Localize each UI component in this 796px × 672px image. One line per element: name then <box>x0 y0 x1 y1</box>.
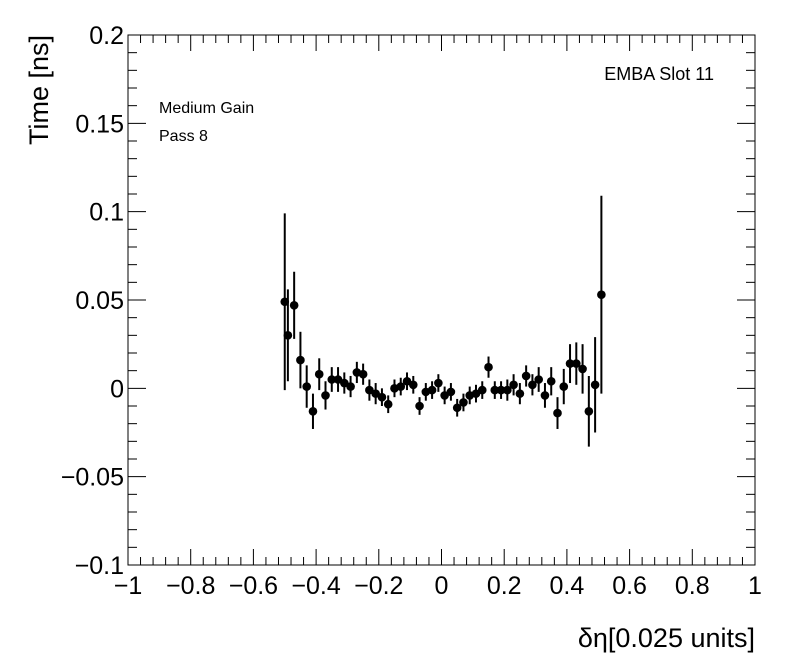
y-tick-label: 0.05 <box>75 287 124 315</box>
data-point <box>440 391 449 400</box>
data-point <box>496 385 506 395</box>
y-tick-label: 0 <box>110 375 124 403</box>
data-point <box>377 392 387 402</box>
data-point <box>346 382 355 391</box>
data-point <box>415 401 424 411</box>
y-tick-label: 0.2 <box>89 22 124 50</box>
x-tick-label: −0.6 <box>229 572 278 600</box>
data-point <box>572 359 581 368</box>
data-point <box>528 380 537 390</box>
data-point <box>396 382 406 391</box>
x-tick-label: 0 <box>435 572 449 600</box>
data-point <box>590 380 600 390</box>
y-tick-label: −0.1 <box>75 552 124 580</box>
data-point <box>302 382 311 391</box>
x-tick-label: 0.2 <box>487 572 522 600</box>
data-point <box>365 385 374 395</box>
data-points <box>280 195 606 447</box>
data-point <box>283 331 293 340</box>
data-point <box>534 375 543 384</box>
x-tick-label: −1 <box>114 572 143 600</box>
axis-ticks <box>127 34 756 566</box>
data-point <box>484 362 493 372</box>
y-tick-label: −0.05 <box>61 464 124 492</box>
data-point <box>546 376 556 386</box>
data-point <box>327 375 337 384</box>
x-tick-label: 0.4 <box>550 572 585 600</box>
annotation-pass: Pass 8 <box>159 128 208 145</box>
data-point <box>459 398 468 407</box>
data-point <box>503 385 512 395</box>
y-axis-label: Time [ns] <box>24 35 54 145</box>
data-point <box>584 407 594 416</box>
data-point <box>521 371 531 381</box>
x-tick-label: 1 <box>748 572 762 600</box>
data-point <box>427 385 437 395</box>
data-point <box>578 364 587 374</box>
data-point <box>383 399 393 409</box>
data-point <box>314 369 324 379</box>
data-point <box>565 359 575 368</box>
data-point <box>490 385 500 395</box>
data-point <box>559 382 569 391</box>
data-point <box>434 378 443 388</box>
data-point <box>371 389 380 398</box>
data-point <box>289 301 299 310</box>
data-point <box>471 389 481 398</box>
annotation-gain: Medium Gain <box>159 100 254 117</box>
data-point <box>296 355 305 365</box>
tick-labels: −1 −0.8 −0.6 −0.4 −0.2 0 0.2 0.4 0.6 0.8 1 −0.1 −0.0… <box>61 22 762 600</box>
x-tick-label: −0.8 <box>166 572 215 600</box>
x-tick-label: 0.8 <box>675 572 710 600</box>
annotation-slot: EMBA Slot 11 <box>604 64 714 84</box>
data-point <box>452 403 462 413</box>
data-point <box>402 376 412 386</box>
data-point <box>553 408 562 418</box>
data-point <box>597 290 606 300</box>
data-point <box>540 391 550 400</box>
data-point <box>333 375 343 384</box>
data-point <box>340 378 349 388</box>
data-point <box>515 389 525 398</box>
y-tick-label: 0.1 <box>89 199 124 227</box>
data-point <box>358 369 368 379</box>
x-tick-label: −0.2 <box>354 572 403 600</box>
data-point <box>477 385 487 395</box>
data-point <box>321 391 330 400</box>
y-tick-label: 0.15 <box>75 110 124 138</box>
data-point <box>446 387 456 397</box>
x-tick-label: −0.4 <box>291 572 340 600</box>
data-point <box>408 380 418 390</box>
x-axis-label: δη[0.025 units] <box>578 623 755 653</box>
x-tick-label: 0.6 <box>612 572 647 600</box>
data-point <box>308 407 318 416</box>
data-point <box>509 380 518 390</box>
